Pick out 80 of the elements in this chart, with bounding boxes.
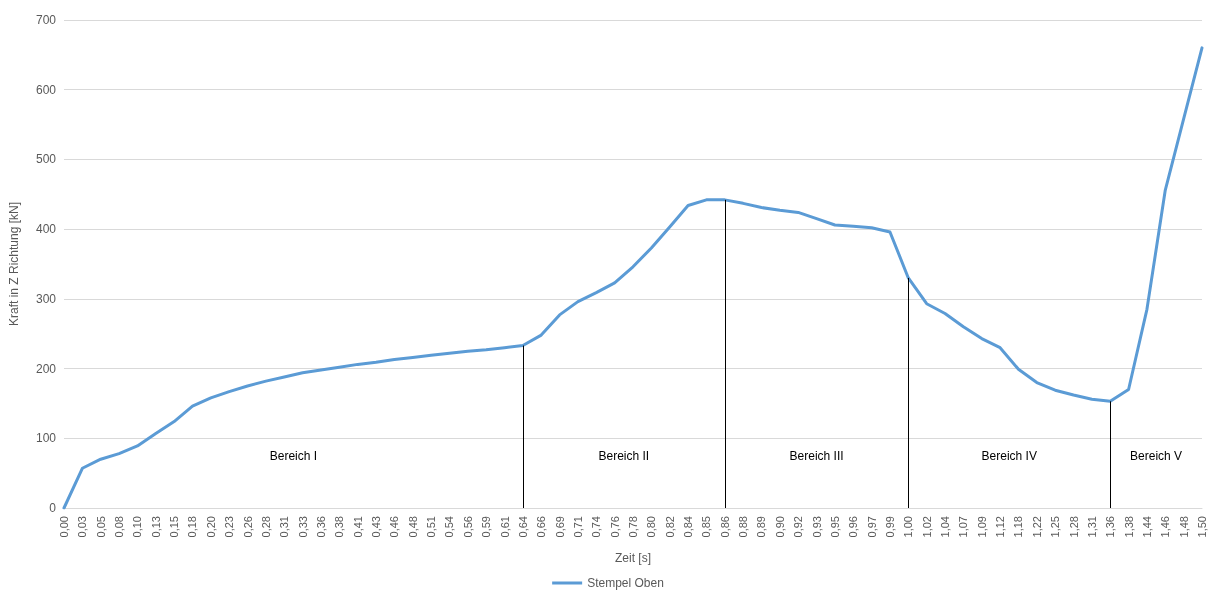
x-tick-label: 1,46 — [1159, 516, 1172, 538]
x-tick-label: 0,66 — [535, 516, 548, 538]
x-tick-label: 0,96 — [847, 516, 860, 538]
x-tick-label: 0,78 — [627, 516, 639, 538]
x-tick-label: 1,44 — [1140, 516, 1153, 538]
x-tick-label: 0,10 — [131, 516, 144, 538]
x-tick-label: 0,59 — [480, 516, 493, 538]
x-tick-label: 0,05 — [94, 516, 107, 538]
x-tick-label: 0,33 — [296, 516, 309, 538]
x-tick-label: 1,04 — [939, 516, 952, 538]
legend-label: Stempel Oben — [587, 576, 664, 590]
x-tick-label: 0,18 — [186, 516, 199, 538]
x-tick-label: 1,28 — [1067, 516, 1080, 538]
x-tick-label: 1,18 — [1012, 516, 1025, 538]
x-tick-label: 1,12 — [994, 516, 1007, 538]
annotation: Bereich V — [1130, 449, 1183, 463]
x-tick-label: 0,80 — [645, 516, 658, 538]
x-tick-label: 0,86 — [718, 516, 731, 538]
x-tick-label: 1,50 — [1196, 516, 1208, 538]
x-tick-label: 0,99 — [883, 516, 896, 538]
line-series — [62, 46, 1204, 510]
x-tick-label: 0,08 — [113, 516, 126, 538]
x-tick-label: 0,88 — [737, 516, 750, 538]
x-tick-label: 0,20 — [204, 516, 217, 538]
x-tick-label: 1,36 — [1104, 516, 1117, 538]
x-tick-label: 1,02 — [920, 516, 933, 538]
x-tick-label: 0,41 — [351, 516, 364, 538]
x-axis-title: Zeit [s] — [614, 551, 652, 565]
x-tick-label: 0,28 — [259, 516, 272, 538]
x-tick-label: 0,03 — [76, 516, 89, 538]
x-tick-label: 1,25 — [1049, 516, 1062, 538]
x-tick-label: 1,22 — [1030, 516, 1043, 538]
x-tick-label: 0,46 — [388, 516, 401, 538]
x-tick-label: 0,93 — [810, 516, 823, 538]
x-tick-label: 0,26 — [241, 516, 254, 538]
x-tick-label: 0,31 — [278, 516, 291, 538]
x-tick-label: 1,07 — [957, 516, 970, 538]
x-tick-label: 0,97 — [865, 516, 878, 538]
x-tick-label: 0,82 — [663, 516, 676, 538]
annotation: Bereich III — [789, 449, 844, 463]
x-tick-label: 1,09 — [975, 516, 988, 538]
x-tick-label: 0,64 — [516, 516, 529, 538]
x-tick-label: 0,43 — [370, 516, 383, 538]
y-tick-label: 200 — [35, 361, 57, 376]
x-tick-label: 0,38 — [333, 516, 346, 538]
y-tick-label: 0 — [49, 501, 57, 515]
x-tick-label: 0,48 — [406, 516, 419, 538]
x-tick-label: 0,51 — [425, 516, 438, 538]
x-tick-label: 0,23 — [223, 516, 236, 538]
y-tick-label: 600 — [35, 82, 57, 97]
x-tick-label: 0,69 — [553, 516, 566, 538]
x-tick-label: 0,85 — [700, 516, 713, 538]
y-tick-label: 100 — [35, 431, 57, 446]
x-tick-label: 0,74 — [590, 516, 603, 538]
x-tick-label: 0,89 — [755, 516, 768, 538]
x-tick-label: 1,31 — [1085, 516, 1098, 538]
x-tick-label: 0,15 — [168, 516, 181, 538]
y-tick-label: 400 — [35, 222, 57, 237]
annotation: Bereich I — [269, 449, 318, 463]
x-tick-label: 0,95 — [828, 516, 841, 538]
x-tick-label: 0,90 — [773, 516, 786, 538]
x-tick-label: 1,48 — [1177, 516, 1190, 538]
x-tick-label: 0,92 — [792, 516, 805, 538]
annotation: Bereich IV — [981, 449, 1037, 463]
y-tick-label: 700 — [35, 13, 57, 27]
x-tick-label: 1,38 — [1122, 516, 1135, 538]
y-tick-label: 300 — [35, 291, 57, 306]
y-tick-label: 500 — [35, 152, 57, 167]
x-tick-label: 0,84 — [682, 516, 695, 538]
x-tick-label: 0,76 — [608, 516, 621, 538]
y-axis-title: Kraft in Z Richtung [kN] — [7, 201, 21, 327]
x-tick-label: 0,56 — [461, 516, 474, 538]
x-tick-label: 0,13 — [149, 516, 162, 538]
x-tick-label: 0,61 — [498, 516, 511, 538]
x-tick-label: 0,36 — [314, 516, 327, 538]
x-tick-label: 0,54 — [443, 516, 456, 538]
x-tick-label: 0,00 — [58, 516, 70, 538]
x-tick-label: 0,71 — [571, 516, 584, 538]
x-tick-label: 1,00 — [902, 516, 915, 538]
annotation: Bereich II — [598, 449, 650, 463]
